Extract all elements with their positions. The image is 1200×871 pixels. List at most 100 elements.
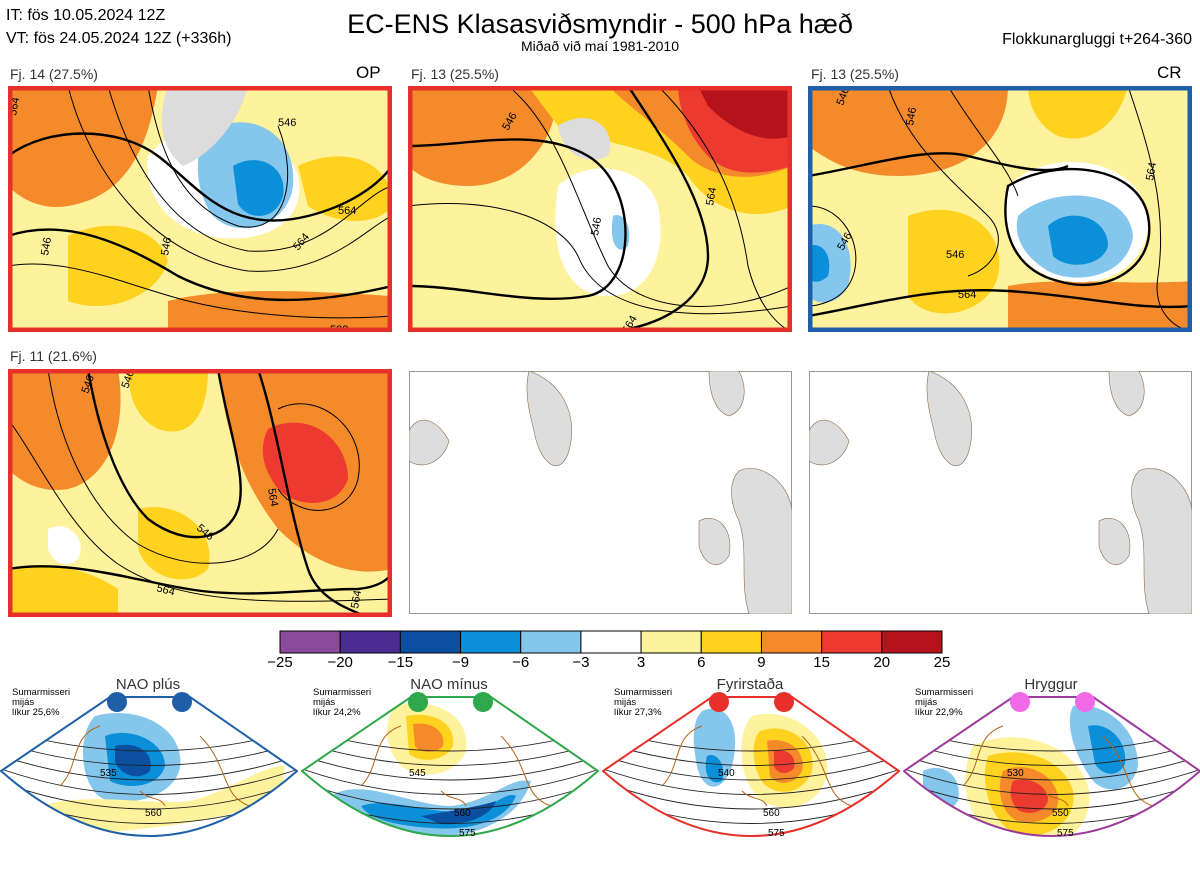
contour-label: 535 bbox=[100, 768, 117, 779]
regime-meta-line: Sumarmisseri bbox=[12, 687, 71, 698]
anomaly-area bbox=[693, 708, 736, 787]
colorbar-tick-label: 20 bbox=[873, 654, 891, 671]
regime-marker bbox=[172, 692, 192, 712]
regime-marker bbox=[1010, 692, 1030, 712]
regime-map: 545 560 575 bbox=[301, 696, 599, 839]
contour-label: 546 bbox=[39, 236, 54, 256]
contour-label: 546 bbox=[835, 86, 853, 107]
contour-label: 564 bbox=[958, 289, 976, 301]
anomaly-area bbox=[774, 750, 795, 774]
contour-label: 540 bbox=[718, 768, 735, 779]
cluster-map-3: 546 546 564 546 564 546 bbox=[807, 85, 1193, 333]
regime-meta-line: Sumarmisseri bbox=[614, 687, 673, 698]
regime-marker bbox=[1075, 692, 1095, 712]
contour-label: 564 bbox=[1144, 161, 1159, 181]
height-contour bbox=[603, 777, 899, 810]
contour-label: 530 bbox=[1007, 768, 1024, 779]
colorbar-tick-label: −3 bbox=[572, 654, 590, 671]
regime-meta-line: mijás bbox=[313, 697, 336, 708]
height-contour bbox=[603, 764, 899, 795]
regime-map: 530 550 575 bbox=[903, 696, 1200, 866]
colorbar-tick-label: 25 bbox=[933, 654, 951, 671]
regime-map: 535 560 bbox=[0, 696, 298, 837]
empty-map-5 bbox=[408, 370, 793, 615]
colorbar-tick-label: −20 bbox=[327, 654, 353, 671]
cluster-map-4: 546 546 564 546 564 564 bbox=[7, 368, 394, 619]
regime-marker bbox=[709, 692, 729, 712]
contour-label: 546 bbox=[904, 106, 919, 126]
cluster-map-2: 546 546 564 564 bbox=[407, 85, 793, 336]
panel-3-label: Fj. 13 (25.5%) bbox=[811, 66, 899, 82]
height-contour bbox=[904, 777, 1200, 810]
colorbar-tick-label: 3 bbox=[636, 654, 646, 671]
contour-label: 575 bbox=[1057, 828, 1074, 839]
anomaly-area bbox=[1010, 779, 1048, 813]
contour-label: 564 bbox=[349, 589, 364, 609]
cluster-window: Flokkunargluggi t+264-360 bbox=[1002, 31, 1192, 48]
regime-meta-line: mijás bbox=[915, 697, 938, 708]
colorbar bbox=[279, 630, 943, 654]
regime-meta-line: líkur 24,2% bbox=[313, 707, 361, 718]
regime-meta: Sumarmisseri mijás líkur 22,9% bbox=[915, 688, 973, 718]
regime-frame bbox=[0, 696, 298, 837]
colorbar-cell bbox=[821, 630, 883, 654]
colorbar-cell bbox=[520, 630, 582, 654]
anomaly-area bbox=[1013, 859, 1041, 866]
colorbar-cell bbox=[339, 630, 401, 654]
empty-map-6 bbox=[808, 370, 1193, 615]
height-contour bbox=[1, 764, 297, 795]
regime-meta: Sumarmisseri mijás líkur 25,6% bbox=[12, 688, 70, 718]
chart-title: EC-ENS Klasasviðsmyndir - 500 hPa hæð bbox=[347, 9, 853, 39]
regime-marker bbox=[408, 692, 428, 712]
colorbar-cell bbox=[279, 630, 341, 654]
contour-label: 564 bbox=[338, 205, 356, 217]
panel-2-label: Fj. 13 (25.5%) bbox=[411, 66, 499, 82]
height-contour bbox=[1, 751, 297, 781]
cluster-map-1: 546 546 564 564 564 546 582 bbox=[7, 85, 393, 336]
contour-label: 564 bbox=[265, 487, 280, 507]
regime-marker bbox=[473, 692, 493, 712]
contour-label: 564 bbox=[704, 186, 719, 206]
height-contour bbox=[904, 764, 1200, 795]
contour-label: 575 bbox=[459, 828, 476, 839]
regime-meta: Sumarmisseri mijás líkur 24,2% bbox=[313, 688, 371, 718]
height-contour bbox=[1, 777, 297, 810]
contour-label: 546 bbox=[589, 216, 604, 236]
contour-label: 564 bbox=[155, 582, 176, 598]
anomaly-area bbox=[413, 723, 444, 752]
regime-meta-line: líkur 22,9% bbox=[915, 707, 963, 718]
regime-name: Hryggur bbox=[1024, 676, 1078, 693]
panel-4-label: Fj. 11 (21.6%) bbox=[10, 348, 97, 364]
valid-time: VT: fös 24.05.2024 12Z (+336h) bbox=[6, 30, 232, 47]
contour-label: 546 bbox=[159, 236, 174, 256]
colorbar-tick-label: −15 bbox=[387, 654, 414, 671]
colorbar-tick-label: −6 bbox=[512, 654, 530, 671]
colorbar-cell bbox=[760, 630, 823, 654]
contour-label: 546 bbox=[120, 369, 138, 390]
init-time: IT: fös 10.05.2024 12Z bbox=[6, 7, 166, 24]
contour-label: 550 bbox=[1052, 808, 1069, 819]
anomaly-area bbox=[115, 744, 151, 777]
contour-label: 546 bbox=[278, 117, 296, 129]
regime-meta-line: mijás bbox=[12, 697, 35, 708]
regime-meta-line: líkur 25,6% bbox=[12, 707, 60, 718]
regime-meta-line: Sumarmisseri bbox=[313, 687, 372, 698]
regime-frame bbox=[301, 696, 599, 837]
regime-name: NAO plús bbox=[115, 676, 181, 693]
regime-meta: Sumarmisseri mijás líkur 27,3% bbox=[614, 688, 672, 718]
colorbar-cell bbox=[881, 630, 943, 654]
panel-1-label: Fj. 14 (27.5%) bbox=[10, 66, 98, 82]
contour-label: 560 bbox=[454, 808, 471, 819]
colorbar-cell bbox=[640, 630, 702, 654]
regime-name: Fyrirstaða bbox=[716, 676, 784, 693]
anomaly-area bbox=[421, 801, 496, 825]
contour-label: 546 bbox=[80, 374, 98, 395]
panel-3-tag: CR bbox=[1157, 63, 1182, 82]
regime-meta-line: Sumarmisseri bbox=[915, 687, 974, 698]
contour-label: 560 bbox=[763, 808, 780, 819]
regime-meta-line: líkur 27,3% bbox=[614, 707, 662, 718]
anomaly-area bbox=[40, 766, 285, 833]
anomaly-area bbox=[705, 755, 724, 783]
colorbar-cell bbox=[399, 630, 462, 654]
colorbar-cell bbox=[580, 630, 642, 654]
